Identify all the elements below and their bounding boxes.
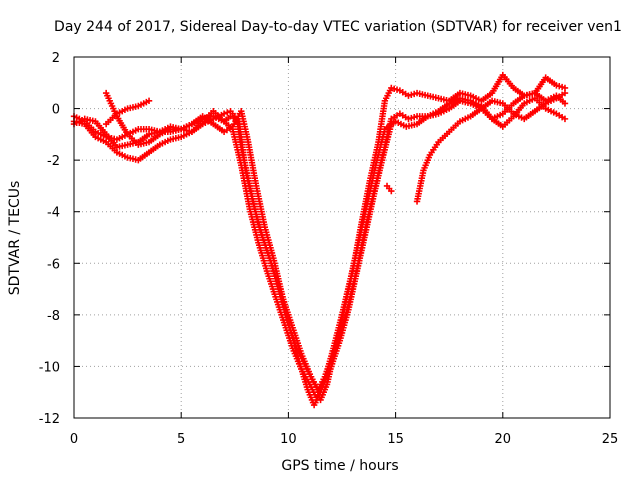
series-markers xyxy=(383,182,395,195)
x-tick-label: 15 xyxy=(387,432,404,447)
y-tick-labels: 2 0 -2 -4 -6 -8 -10 -12 xyxy=(39,51,60,427)
y-tick-label: -8 xyxy=(47,309,60,324)
data-series xyxy=(70,71,569,409)
y-tick-label: -2 xyxy=(47,154,60,169)
chart-title: Day 244 of 2017, Sidereal Day-to-day VTE… xyxy=(54,19,622,35)
x-axis-label: GPS time / hours xyxy=(281,458,398,474)
series-track-7 xyxy=(413,89,569,205)
x-tick-label: 25 xyxy=(602,432,619,447)
axis-ticks xyxy=(73,56,611,419)
y-tick-label: -4 xyxy=(47,206,60,221)
series-markers xyxy=(413,89,569,205)
y-tick-label: -6 xyxy=(47,257,60,272)
x-tick-labels: 0 5 10 15 20 25 xyxy=(70,432,618,447)
series-track-5 xyxy=(102,97,153,128)
x-tick-label: 20 xyxy=(495,432,512,447)
x-tick-label: 0 xyxy=(70,432,78,447)
y-tick-label: 0 xyxy=(52,103,60,118)
y-tick-label: 2 xyxy=(52,51,60,66)
series-markers xyxy=(102,97,153,128)
y-tick-label: -10 xyxy=(39,360,60,375)
y-tick-label: -12 xyxy=(39,412,60,427)
y-axis-label: SDTVAR / TECUs xyxy=(7,181,23,296)
x-tick-label: 10 xyxy=(280,432,297,447)
x-tick-label: 5 xyxy=(177,432,185,447)
series-track-6 xyxy=(383,182,395,195)
plot-frame xyxy=(73,56,611,419)
